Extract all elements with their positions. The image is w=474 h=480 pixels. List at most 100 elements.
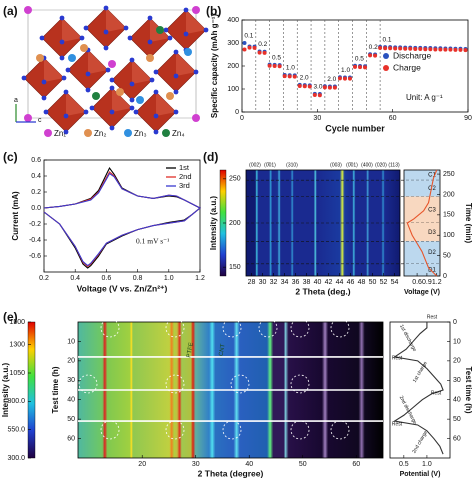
y-tick-label: 40 xyxy=(453,397,461,404)
oxygen xyxy=(203,27,209,33)
oxygen xyxy=(149,77,155,83)
data-point xyxy=(242,47,247,52)
oxygen xyxy=(63,113,69,119)
data-point xyxy=(413,46,418,51)
highlight-circle xyxy=(165,318,185,338)
crystal-structure xyxy=(21,5,209,135)
y-tick-label: 100 xyxy=(227,86,239,93)
annotation: CNT xyxy=(219,343,227,357)
phase-label: C1 xyxy=(428,173,436,179)
atom-zn1 xyxy=(108,60,116,68)
x-tick-label: 0.6 xyxy=(412,279,422,286)
oxygen xyxy=(21,75,27,81)
oxygen xyxy=(103,29,109,35)
oxygen xyxy=(183,7,189,13)
y-tick-label: 800.0 xyxy=(7,398,25,405)
data-point xyxy=(443,47,448,52)
highlight-circle xyxy=(165,420,185,440)
legend-label: Charge xyxy=(393,62,421,72)
oxygen xyxy=(129,97,135,103)
y-tick-label: 0.0 xyxy=(31,205,41,212)
oxygen xyxy=(173,89,179,95)
atom-zn2 xyxy=(146,54,154,62)
colorbar-label: Intensity (a.u.) xyxy=(1,363,10,418)
oxygen xyxy=(103,5,109,11)
octahedron-face xyxy=(44,58,64,82)
y-axis-label: Current (mA) xyxy=(11,191,20,241)
oxygen xyxy=(173,73,179,79)
x-tick-label: 90 xyxy=(464,115,472,122)
y-tick-label: 1050 xyxy=(9,370,25,377)
data-point xyxy=(332,85,337,90)
legend-label: Zn₂ xyxy=(94,129,106,138)
oxygen xyxy=(153,89,159,95)
oxygen xyxy=(129,105,135,111)
x-tick-label: 40 xyxy=(314,279,322,286)
x-tick-label: 1.2 xyxy=(195,275,205,282)
legend-atom xyxy=(162,129,170,137)
data-point xyxy=(302,84,307,89)
oxygen xyxy=(173,49,179,55)
peak-label: (310) xyxy=(286,162,298,168)
peak-label: (0̄01) xyxy=(264,162,276,168)
oxygen xyxy=(153,129,159,135)
x-tick-label: 30 xyxy=(313,115,321,122)
axis-name: a xyxy=(14,97,18,104)
data-point xyxy=(297,84,302,89)
y-axis-label: Test time (h) xyxy=(51,366,60,413)
data-point xyxy=(337,76,342,81)
rate-label: 2.0 xyxy=(327,76,336,83)
data-point xyxy=(282,74,287,79)
panel-label: (c) xyxy=(3,150,18,164)
data-point xyxy=(358,65,363,70)
x-tick-label: 1.0 xyxy=(164,275,174,282)
rate-label: 0.1 xyxy=(382,37,391,44)
oxygen xyxy=(127,35,133,41)
x-tick-label: 50 xyxy=(369,279,377,286)
rate-label: 1.0 xyxy=(286,65,295,72)
oxygen xyxy=(83,25,89,31)
highlight-circle xyxy=(290,318,310,338)
highlight-circle xyxy=(290,374,310,394)
rate-label: 3.0 xyxy=(313,84,322,91)
legend-atom xyxy=(44,129,52,137)
highlight-circle xyxy=(100,318,120,338)
annotation: Unit: A g⁻¹ xyxy=(406,93,443,102)
oxygen xyxy=(147,15,153,21)
data-point xyxy=(463,48,468,53)
y-tick-label: 30 xyxy=(67,377,75,384)
stage-label: 1st charge xyxy=(412,360,429,383)
oxygen xyxy=(109,77,115,83)
y-tick-label: 250 xyxy=(229,176,241,183)
octahedron-face xyxy=(62,18,82,42)
oxygen xyxy=(85,87,91,93)
oxygen xyxy=(109,109,115,115)
voltage-curve xyxy=(406,169,438,277)
cv-curve xyxy=(43,171,201,268)
data-point xyxy=(448,47,453,52)
y-tick-label: 50 xyxy=(443,252,451,259)
peak-label: (020) xyxy=(375,162,387,168)
legend-atom xyxy=(124,129,132,137)
data-point xyxy=(458,47,463,52)
oxygen xyxy=(123,25,129,31)
data-point xyxy=(368,53,373,58)
x-tick-label: 34 xyxy=(281,279,289,286)
x-tick-label: 46 xyxy=(347,279,355,286)
oxygen xyxy=(153,69,159,75)
data-point xyxy=(322,85,327,90)
plot-frame xyxy=(389,321,451,459)
oxygen xyxy=(105,67,111,73)
atom-zn3 xyxy=(184,48,192,56)
data-point xyxy=(257,50,262,55)
x-tick-label: 30 xyxy=(192,461,200,468)
annotation: 0.1 mV s⁻¹ xyxy=(136,237,169,246)
stage-label: Rest xyxy=(392,421,403,427)
legend-label: 2nd xyxy=(179,172,192,181)
highlight-circle xyxy=(290,420,310,440)
x-tick-label: 30 xyxy=(259,279,267,286)
oxygen xyxy=(41,79,47,85)
oxygen xyxy=(153,113,159,119)
x-tick-label: 0.9 xyxy=(422,279,432,286)
